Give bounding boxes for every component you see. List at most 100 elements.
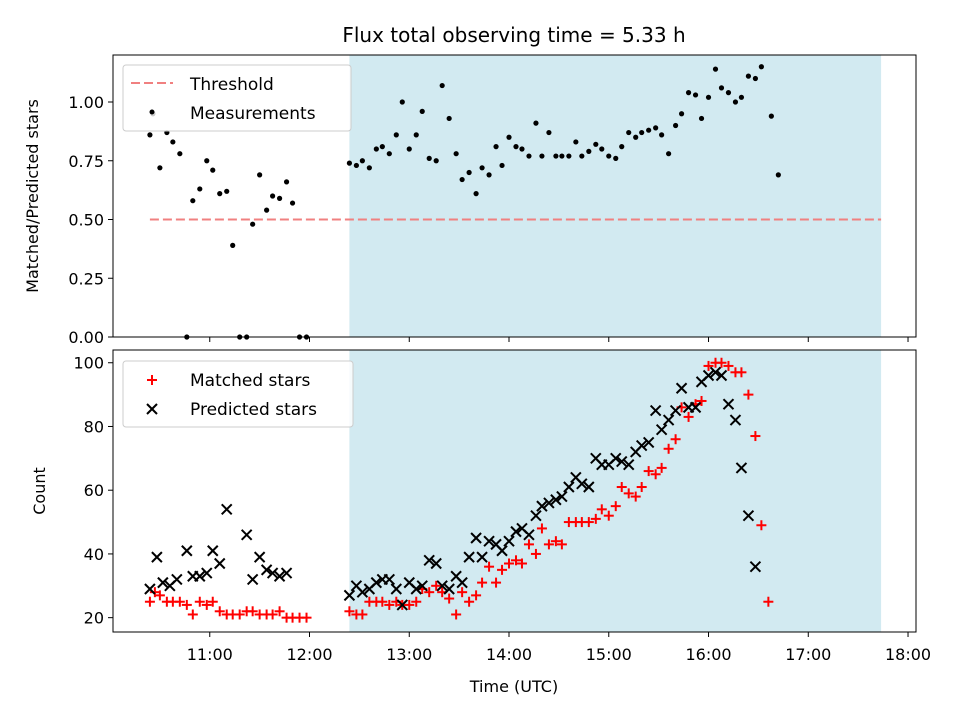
matched-star-point — [174, 596, 185, 607]
measurement-point — [659, 132, 665, 138]
matched-star-point — [404, 599, 415, 610]
matched-star-point — [214, 606, 225, 617]
matched-star-point — [643, 466, 654, 477]
cross-stroke — [655, 423, 668, 436]
measurement-point — [453, 151, 459, 157]
bottom-x-axis: 11:00 12:00 13:00 14:00 15:00 16:00 17:00 18:00 — [187, 632, 931, 664]
measurement-point — [276, 195, 283, 201]
measurement-point — [692, 92, 699, 98]
cross-stroke — [689, 401, 702, 414]
measurement-point — [147, 132, 153, 138]
measurement-point — [224, 188, 230, 194]
measurement-point — [439, 82, 445, 89]
cross-stroke — [590, 452, 602, 465]
matched-star-point — [670, 434, 681, 445]
measurement-point — [373, 146, 379, 152]
cross-stroke — [350, 580, 363, 592]
cross-stroke — [649, 404, 662, 417]
top-x-axis — [209, 337, 909, 342]
measurement-point — [499, 162, 505, 169]
predicted-star-point — [642, 436, 655, 449]
measurement-point — [379, 144, 385, 150]
measurement-point — [593, 141, 599, 147]
x-tick-label: 12:00 — [286, 645, 332, 664]
matched-star-point — [630, 491, 641, 502]
measurements-legend-label: Measurements — [190, 104, 316, 124]
matched-star-point — [523, 539, 534, 550]
matched-stars-legend-symbol — [147, 375, 157, 385]
predicted-star-point — [181, 545, 193, 557]
bottom-y-tick-label: 40 — [84, 545, 104, 564]
cross-stroke — [530, 509, 542, 522]
matched-star-point — [377, 596, 388, 607]
measurement-point — [479, 165, 485, 171]
bottom-y-tick-label: 20 — [84, 609, 104, 628]
cross-stroke — [463, 551, 475, 563]
measurement-point — [606, 153, 612, 159]
measurement-point — [698, 115, 705, 122]
measurement-point — [775, 172, 781, 178]
measurement-point — [264, 207, 270, 213]
predicted-stars-legend-label: Predicted stars — [190, 400, 317, 420]
measurement-point — [413, 132, 419, 138]
predicted-star-point — [201, 567, 213, 579]
cross-stroke — [280, 567, 293, 579]
bottom-y-axis: 20 40 60 80 100 — [73, 354, 113, 628]
matched-star-point — [610, 501, 621, 512]
predicted-star-point — [662, 414, 675, 426]
cross-stroke — [675, 382, 688, 394]
measurement-point — [473, 191, 479, 197]
matched-star-point — [207, 596, 218, 607]
matched-star-point — [384, 599, 395, 610]
measurement-point — [653, 125, 659, 131]
measurement-point — [526, 153, 532, 159]
matched-star-point — [491, 577, 502, 588]
matched-star-point — [504, 558, 515, 569]
measurement-point — [157, 165, 163, 171]
cross-stroke — [483, 535, 495, 547]
matched-star-point — [471, 590, 482, 601]
cross-stroke — [642, 436, 655, 449]
measurement-point — [573, 139, 579, 145]
cross-stroke — [490, 538, 502, 551]
chart-title: Flux total observing time = 5.33 h — [342, 23, 685, 47]
cross-stroke — [157, 576, 169, 589]
predicted-star-point — [729, 414, 742, 426]
measurement-point — [559, 153, 565, 159]
x-tick-label: 14:00 — [486, 645, 532, 664]
matched-star-point — [623, 488, 634, 499]
cross-stroke — [194, 570, 206, 582]
cross-stroke — [623, 459, 635, 471]
top-y-axis: 0.00 0.25 0.50 0.75 1.00 — [68, 93, 113, 347]
cross-stroke — [151, 551, 163, 563]
predicted-star-point — [503, 535, 515, 547]
measurement-point — [359, 158, 365, 164]
cross-stroke — [729, 414, 742, 426]
predicted-star-point — [556, 490, 568, 503]
measurement-point — [639, 129, 645, 136]
top-panel: 0.00 0.25 0.50 0.75 1.00 Matched/Predicted s… — [23, 54, 917, 347]
predicted-star-point — [722, 398, 735, 410]
measurement-point — [685, 90, 692, 96]
predicted-star-point — [616, 455, 628, 468]
predicted-star-point — [610, 452, 622, 465]
x-tick-label: 11:00 — [187, 645, 233, 664]
matched-star-point — [477, 577, 488, 588]
predicted-star-point — [383, 573, 396, 586]
threshold-legend-label: Threshold — [189, 75, 274, 95]
cross-stroke — [516, 522, 528, 535]
predicted-star-point — [496, 545, 508, 557]
cross-stroke — [396, 599, 408, 611]
measurement-point — [486, 172, 492, 178]
measurement-point — [513, 144, 519, 150]
matched-star-point — [556, 539, 567, 550]
predicted-star-point — [356, 586, 369, 598]
cross-stroke — [583, 481, 595, 493]
top-shaded-interval — [349, 55, 882, 337]
matched-star-point — [201, 599, 212, 610]
matched-star-point — [616, 482, 627, 493]
matched-star-point — [234, 609, 245, 620]
cross-stroke — [253, 551, 266, 563]
matched-star-point — [683, 411, 694, 422]
matched-star-point — [550, 536, 561, 547]
